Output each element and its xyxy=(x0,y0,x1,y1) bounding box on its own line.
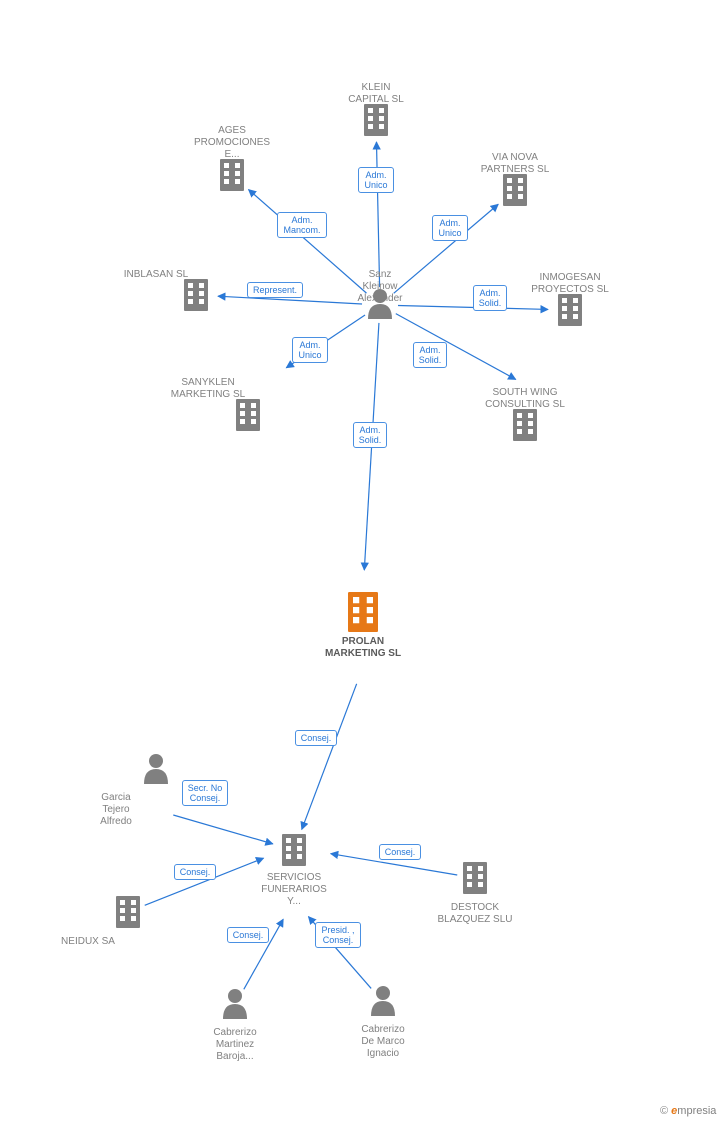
node-prolan[interactable] xyxy=(348,592,378,632)
edge-sanz-inmogesan xyxy=(398,305,548,309)
node-inblasan[interactable] xyxy=(184,279,208,311)
node-destock[interactable] xyxy=(463,862,487,894)
node-cab_demarco[interactable] xyxy=(371,986,395,1016)
edge-sanz-vianova xyxy=(394,204,499,293)
edge-neidux-servicios xyxy=(145,858,264,905)
node-klein[interactable] xyxy=(364,104,388,136)
edge-sanz-inblasan xyxy=(218,296,362,304)
node-sanz[interactable] xyxy=(368,289,392,319)
copyright-symbol: © xyxy=(660,1105,668,1117)
node-servicios[interactable] xyxy=(282,834,306,866)
node-garcia[interactable] xyxy=(144,754,168,784)
node-inmogesan[interactable] xyxy=(558,294,582,326)
node-cab_martinez[interactable] xyxy=(223,989,247,1019)
edge-cab_demarco-servicios xyxy=(308,917,371,989)
edge-cab_martinez-servicios xyxy=(244,919,283,989)
node-vianova[interactable] xyxy=(503,174,527,206)
edge-sanz-sanyklen xyxy=(286,315,365,368)
edge-garcia-servicios xyxy=(173,815,273,844)
edge-sanz-ages xyxy=(249,190,367,294)
edges-layer xyxy=(145,142,548,989)
edge-sanz-southwing xyxy=(396,314,516,380)
diagram-canvas xyxy=(0,0,728,1125)
node-sanyklen[interactable] xyxy=(236,399,260,431)
node-neidux[interactable] xyxy=(116,896,140,928)
node-southwing[interactable] xyxy=(513,409,537,441)
edge-sanz-klein xyxy=(376,142,379,287)
edge-prolan-servicios xyxy=(302,684,357,830)
copyright: © empresia xyxy=(660,1105,716,1117)
nodes-layer xyxy=(116,104,582,1019)
edge-sanz-prolan xyxy=(364,323,379,570)
node-ages[interactable] xyxy=(220,159,244,191)
edge-destock-servicios xyxy=(331,854,458,875)
copyright-brand-rest: mpresia xyxy=(677,1105,716,1117)
